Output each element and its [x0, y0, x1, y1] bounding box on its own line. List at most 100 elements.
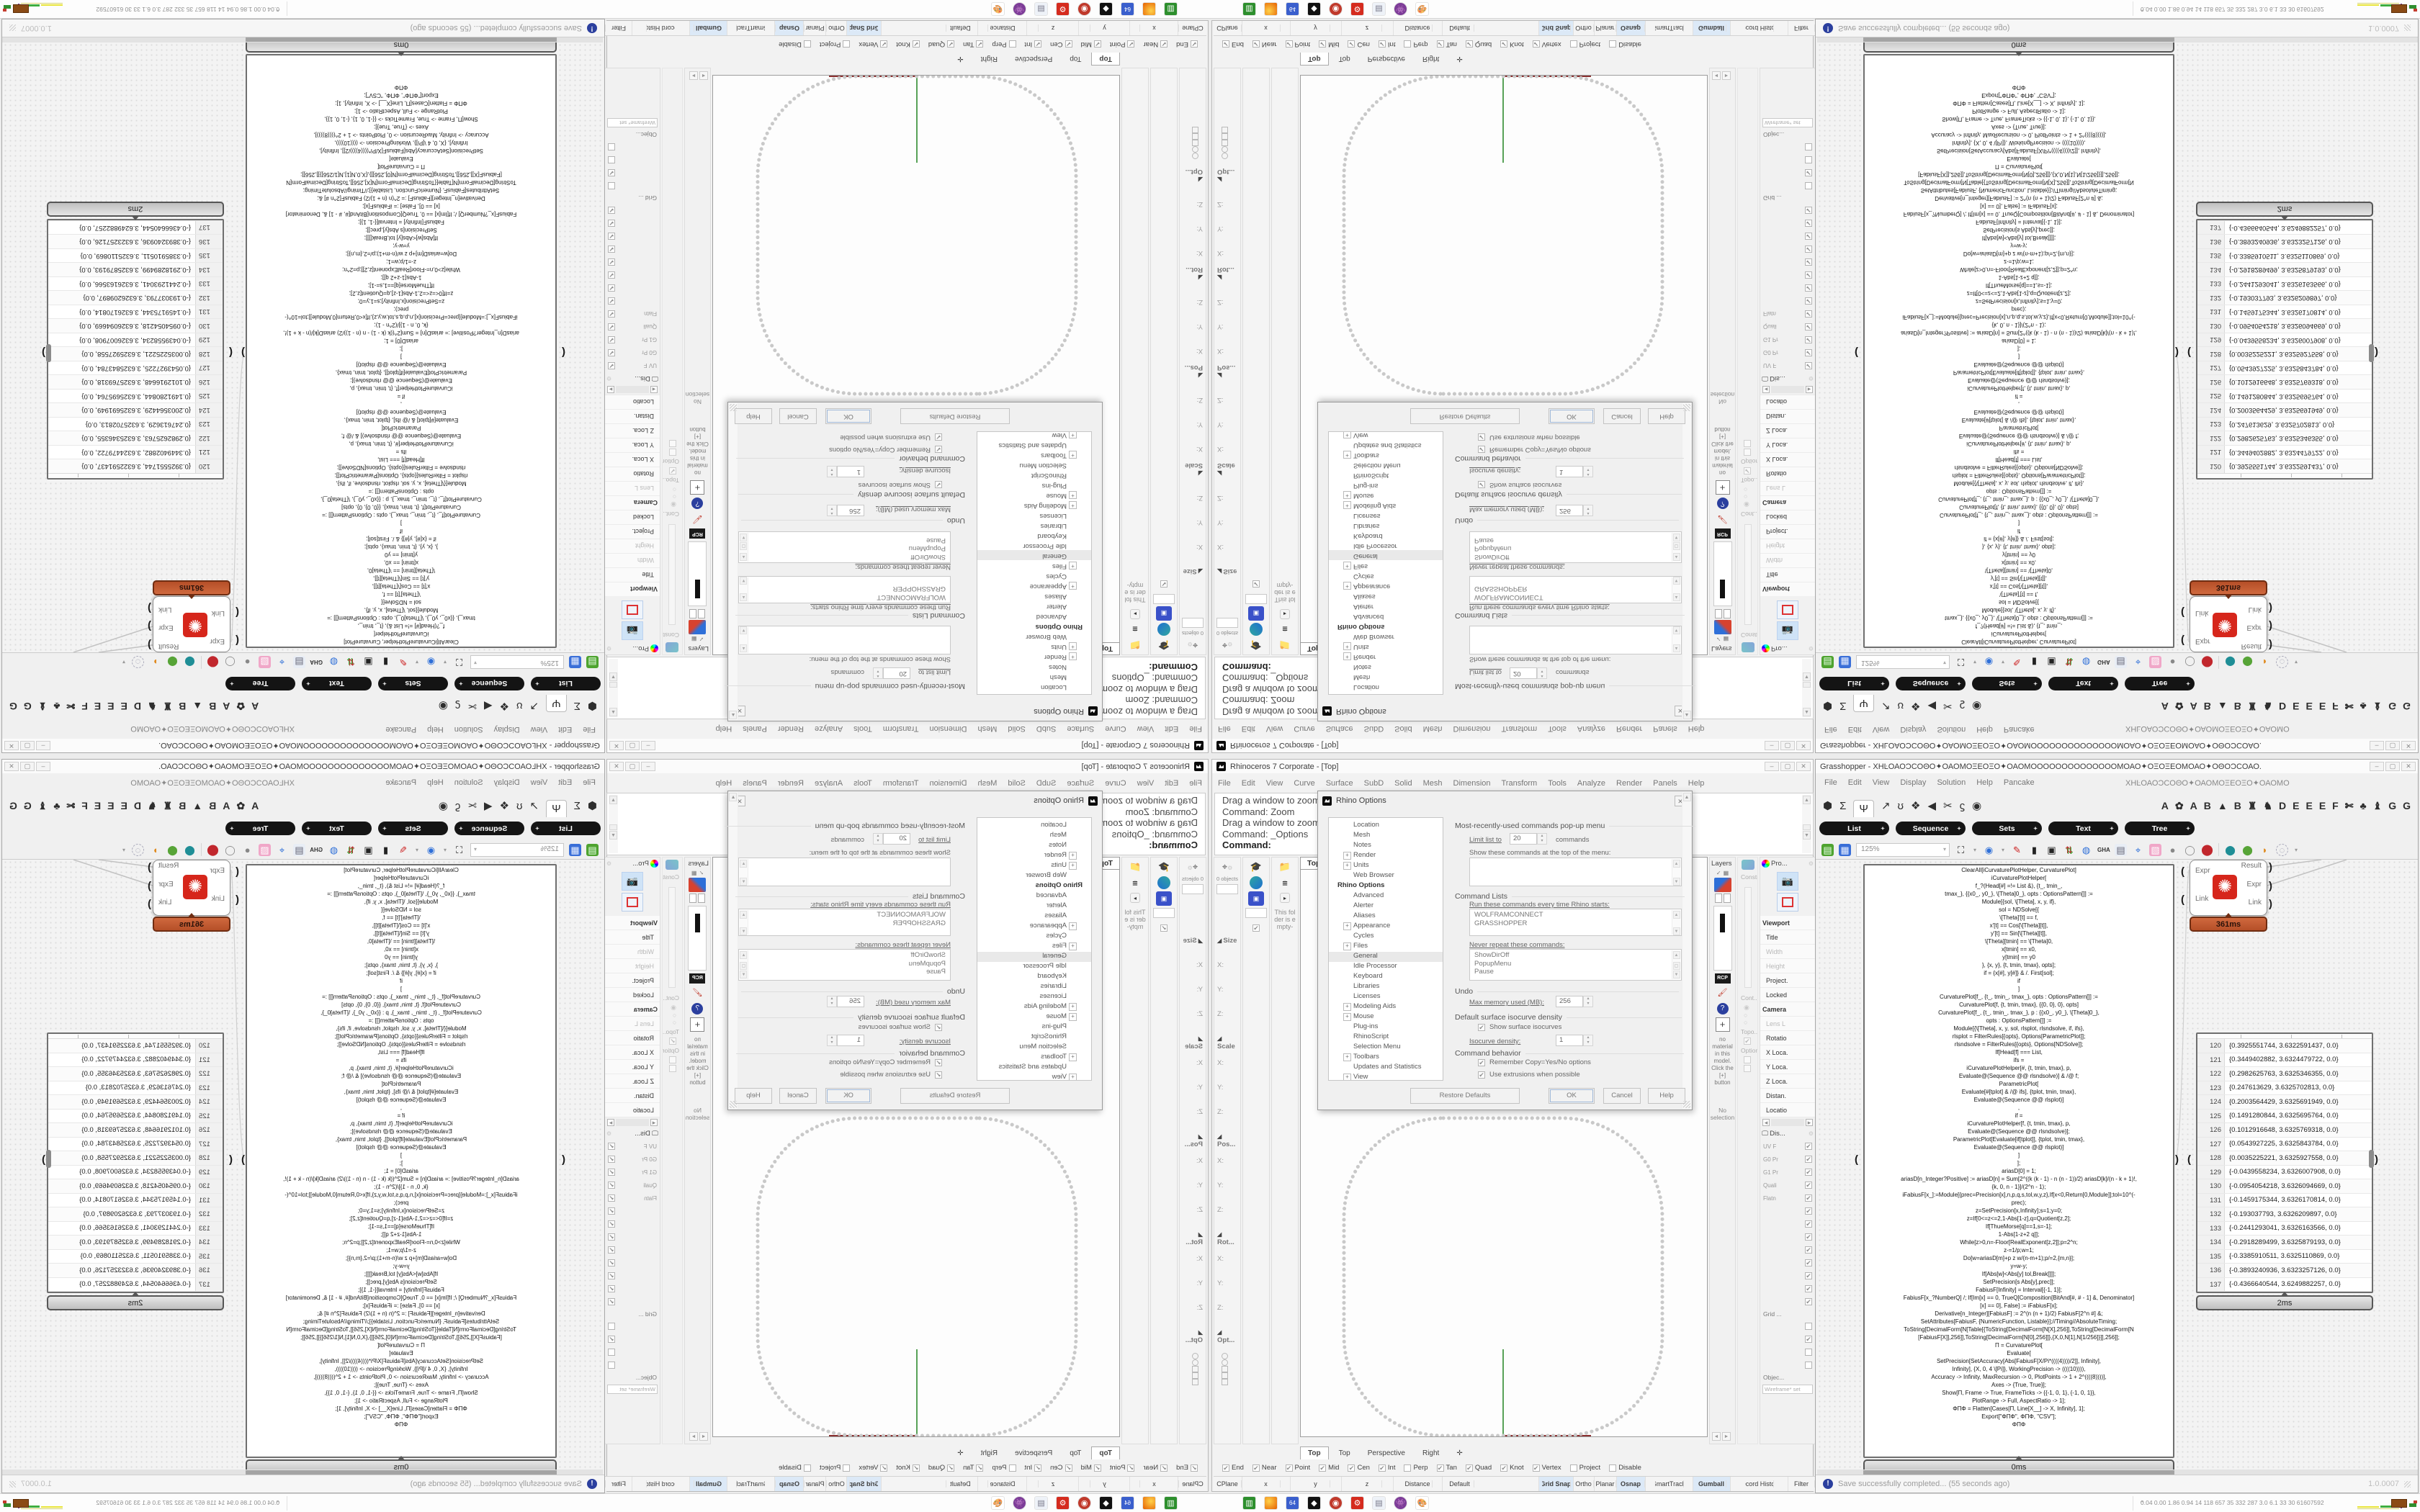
hscroll-right-icon[interactable]: ▸ [1806, 1119, 1813, 1126]
pot-icon[interactable]: ⬤ [207, 656, 219, 669]
dialog-titlebar[interactable]: Rhino Options [728, 702, 1102, 721]
isocurve-spinner[interactable]: ▴ ▾ [1583, 466, 1593, 477]
rhino-menu-item[interactable]: Tools [853, 724, 872, 733]
data-row[interactable]: 137 {-0.4366640544, 3.6249882257, 0.0} [2197, 220, 2372, 235]
status-cell[interactable]: Filter [1788, 1477, 1816, 1491]
new-layer-icons[interactable] [685, 609, 710, 618]
caret-icon[interactable]: ▾ [416, 846, 419, 853]
options-tree-item[interactable]: Toolbars [977, 1053, 1091, 1063]
top-commands-listbox[interactable]: ▲ ▼ [1469, 626, 1682, 654]
palette-icon[interactable]: 🎨 [991, 1496, 1005, 1510]
display-tools-panel[interactable]: 🎓 ▣ [1150, 68, 1178, 655]
swatch-box[interactable] [1245, 594, 1267, 604]
status-cell[interactable]: CPlane [1214, 1477, 1242, 1491]
status-cell[interactable]: z [1342, 1477, 1394, 1491]
options-tree-item[interactable]: Licenses [1039, 992, 1067, 1000]
options-tree-item[interactable]: View [977, 1073, 1091, 1081]
palette-tab-icon[interactable]: ϛ [1959, 700, 1966, 713]
status-cell[interactable]: z [1026, 1477, 1078, 1491]
boxedit-item[interactable]: Y: [1196, 323, 1203, 330]
layer-color-icon[interactable] [1713, 878, 1731, 892]
rhino-menu-item[interactable]: Transform [882, 724, 919, 733]
property-row[interactable]: Project. [1760, 973, 1815, 988]
rhino-menu-item[interactable]: Panels [1653, 779, 1677, 788]
data-panel-input-nub[interactable]: ( [229, 346, 233, 359]
osnap-toggle[interactable]: Near [1144, 1464, 1168, 1472]
palette-icon[interactable]: 🎨 [1415, 2, 1429, 16]
osnap-toggle[interactable]: Mid [1319, 40, 1339, 48]
layers-panel[interactable]: Layers ✓ ▦ RCP 🖌 ? + no material in this … [684, 857, 711, 1444]
palette-icon[interactable]: 🎨 [1415, 1496, 1429, 1510]
dialog-titlebar[interactable]: Rhino Options [1318, 791, 1692, 810]
palette-tab-icon[interactable]: ↗ [529, 800, 539, 812]
use-extrusions-checkbox[interactable]: Use extrusions when possible [1478, 433, 1580, 441]
close-icon[interactable]: ✕ [2401, 741, 2416, 750]
status-cell[interactable]: y [1078, 21, 1129, 35]
data-row[interactable]: 127 {0.0543927225, 3.6325843784, 0.0} [48, 361, 223, 375]
options-tree-item[interactable]: Rhino Options [1035, 881, 1083, 889]
port-expr-out[interactable]: Expr [158, 881, 174, 888]
plugin-tab-icon[interactable]: ✿ [2174, 799, 2184, 811]
property-row[interactable]: Z Loca. [1760, 1074, 1815, 1089]
property-row[interactable]: Rotatio [1760, 467, 1815, 481]
ball-icon[interactable]: ◗ [152, 844, 158, 855]
rhino-menu-item[interactable]: Analyze [1577, 724, 1606, 733]
grid-option-row[interactable] [605, 1333, 660, 1346]
options-tree-item[interactable]: Idle Processor [1023, 962, 1067, 970]
component-output-nub[interactable]: ) [2269, 620, 2272, 632]
rhino-menu-item[interactable]: Curve [1105, 724, 1126, 733]
cd-icon[interactable]: ◍ [329, 844, 339, 855]
plugin-tab-icon[interactable]: F [2332, 701, 2339, 713]
boxedit-item[interactable]: Z: [1217, 494, 1224, 502]
viewport-tab[interactable]: Top [1300, 53, 1329, 66]
status-cell[interactable]: x [1242, 1477, 1291, 1491]
data-panel[interactable]: 120 {0.3925551744, 3.6322591437, 0.0} 12… [2196, 219, 2373, 480]
palette-tab-icon[interactable]: ↗ [529, 700, 539, 712]
limit-spinner[interactable]: ▴ ▾ [873, 833, 883, 845]
maximize-icon[interactable]: ▢ [2385, 762, 2400, 771]
options-tree-item[interactable]: Selection Menu [1019, 1043, 1067, 1050]
palette-tab-icon[interactable]: ϛ [454, 799, 461, 812]
property-row[interactable]: Camera [1760, 1002, 1815, 1017]
osnap-toggle[interactable]: Tan [1436, 1464, 1457, 1472]
dialog-titlebar[interactable]: Rhino Options [1318, 702, 1692, 721]
options-tree-item[interactable]: Location [1041, 683, 1067, 691]
plugin-tab-icon[interactable]: ♣ [53, 701, 60, 713]
viewport-tab[interactable]: Right [1422, 1449, 1440, 1457]
status-cell[interactable]: Planar [1595, 1477, 1617, 1491]
data-row[interactable]: 126 {0.1012916648, 3.6325769318, 0.0} [48, 1123, 223, 1138]
limit-input[interactable]: 20 [883, 667, 910, 679]
plugin-tab-icon[interactable]: E [2293, 701, 2300, 713]
osnap-toggle[interactable]: Knot [1500, 1464, 1524, 1472]
palette-tab-icon[interactable]: Ψ [546, 800, 567, 817]
check-icon[interactable] [1156, 577, 1172, 592]
boxedit-item[interactable]: Y: [1196, 225, 1203, 233]
display-option-row[interactable]: Quali [1760, 1179, 1815, 1192]
palette-tab-icon[interactable]: ◉ [438, 800, 448, 812]
status-cell[interactable]: Osnap [774, 1477, 803, 1491]
status-cell[interactable]: CPlane [1178, 1477, 1206, 1491]
options-tree-item[interactable]: Selection Menu [1353, 462, 1401, 469]
panel-input-nub[interactable]: ( [562, 346, 565, 359]
memory-spinner[interactable]: ▴ ▾ [827, 505, 837, 516]
osnap-toggle[interactable]: Mid [1081, 1464, 1101, 1472]
data-panel-scrollbar[interactable] [46, 344, 51, 362]
rhino-titlebar[interactable]: Rhinoceros 7 Corporate - [Top] – ▢ ✕ [1212, 739, 1813, 752]
rhino-menu-item[interactable]: Tools [853, 779, 872, 788]
osnap-toggle[interactable]: Quad [1465, 40, 1492, 48]
port-result-out[interactable]: Result [158, 642, 179, 650]
layer-list[interactable] [688, 541, 707, 606]
status-cell[interactable]: SmartTrack [1646, 21, 1693, 35]
osnap-toggle[interactable]: Near [1252, 1464, 1277, 1472]
status-cell[interactable]: Grid Snap [1539, 21, 1574, 35]
boxedit-item[interactable]: Z: [1196, 1304, 1203, 1312]
display-option-row[interactable] [1760, 217, 1815, 230]
palette-tab-icon[interactable]: ❖ [499, 800, 509, 812]
port-expr-in[interactable]: Expr [2195, 637, 2210, 645]
rhino-menu-item[interactable]: Transform [882, 779, 919, 788]
new-layer-icons[interactable] [1710, 609, 1735, 618]
purple-app-icon[interactable]: 👾 [1013, 2, 1026, 16]
data-row[interactable]: 133 {-0.2441293041, 3.6326163566, 0.0} [48, 1221, 223, 1236]
isocurve-spinner[interactable]: ▴ ▾ [827, 466, 837, 477]
data-row[interactable]: 123 {0.247613629, 3.6325702813, 0.0} [2197, 417, 2372, 431]
